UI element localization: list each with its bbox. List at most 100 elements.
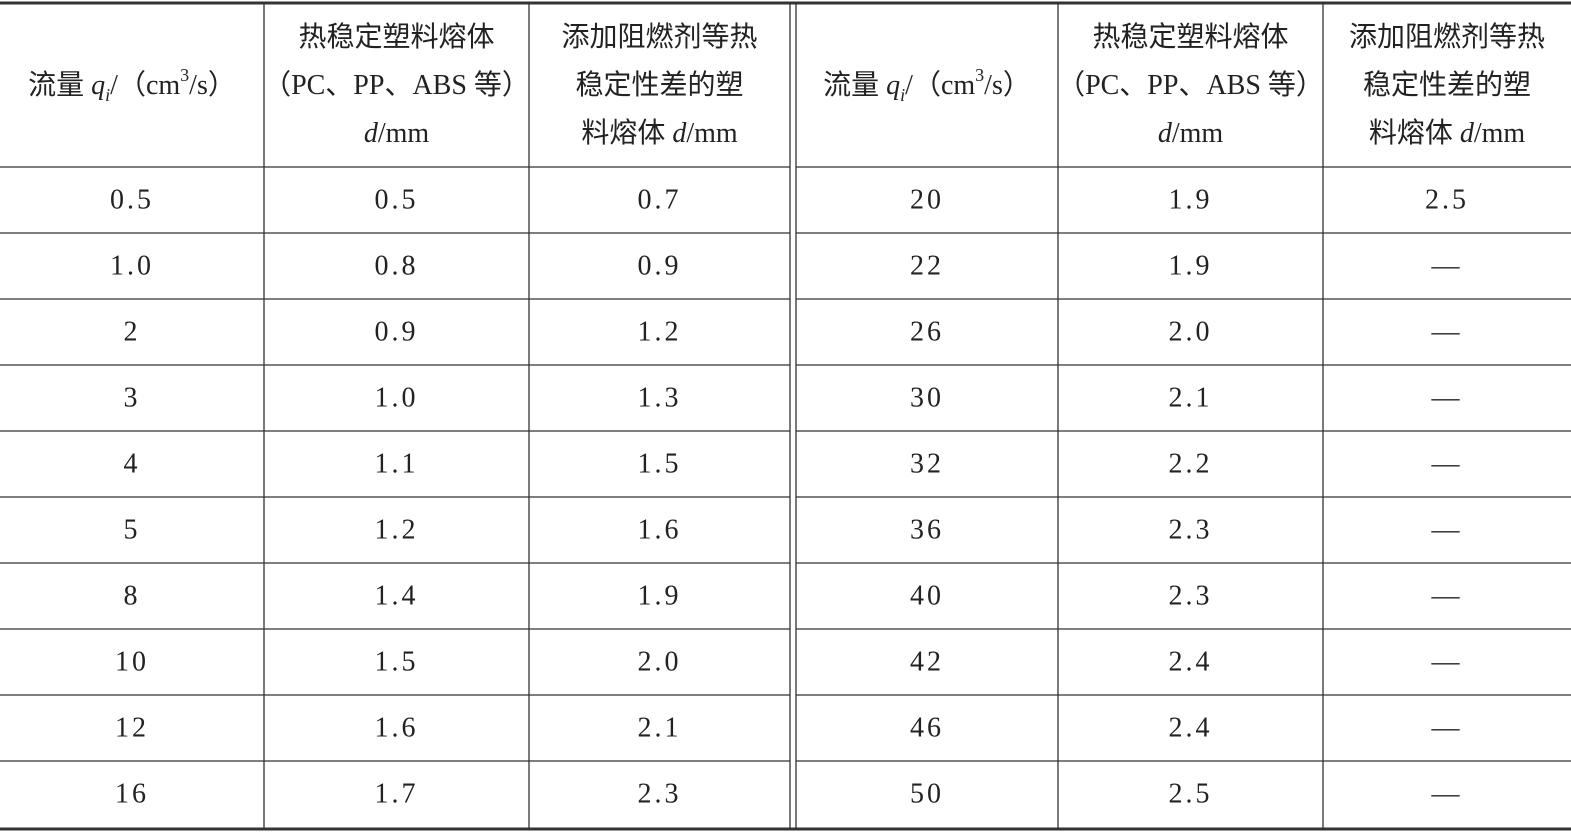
cell: 0.5 — [375, 185, 419, 216]
cell: 8 — [124, 581, 141, 612]
cell: 50 — [910, 779, 944, 810]
header-part: （PC、PP、ABS 等） — [263, 69, 530, 101]
cell: 2.1 — [638, 713, 682, 744]
header-part: q — [91, 70, 105, 101]
header-part: 流量 — [28, 69, 91, 101]
cell: 1.0 — [375, 383, 419, 414]
cell: 2.0 — [638, 647, 682, 678]
cell: 1.2 — [638, 317, 682, 348]
cell: — — [1431, 515, 1463, 546]
cell: 1.9 — [1169, 185, 1213, 216]
cell: 2.5 — [1425, 185, 1469, 216]
cell: 10 — [115, 647, 149, 678]
header-part: 料熔体 — [581, 117, 672, 149]
header-part: q — [886, 70, 900, 101]
header-part: （PC、PP、ABS 等） — [1057, 69, 1324, 101]
header-text: 添加阻燃剂等热 — [1349, 21, 1545, 53]
header-text: 稳定性差的塑 — [1363, 69, 1531, 101]
cell: 26 — [910, 317, 944, 348]
cell: — — [1431, 779, 1463, 810]
header-part: i — [105, 85, 110, 105]
cell: 1.5 — [375, 647, 419, 678]
cell: 2.0 — [1169, 317, 1213, 348]
cell: 36 — [910, 515, 944, 546]
header-part: 流量 — [823, 69, 886, 101]
cell: 32 — [910, 449, 944, 480]
cell: 2.3 — [1169, 581, 1213, 612]
header-part: /（cm — [905, 69, 975, 101]
header-part: 添加阻燃剂等热 — [1349, 21, 1545, 53]
header-part: i — [900, 85, 905, 105]
cell: — — [1431, 383, 1463, 414]
header-part: 3 — [180, 65, 189, 85]
header-part: 添加阻燃剂等热 — [561, 21, 757, 53]
cell: 1.7 — [375, 779, 419, 810]
cell: 2.2 — [1169, 449, 1213, 480]
cell: — — [1431, 251, 1463, 282]
header-part: 热稳定塑料熔体 — [298, 21, 494, 53]
cell: 1.2 — [375, 515, 419, 546]
header-text: （PC、PP、ABS 等） — [263, 69, 530, 101]
cell: 2.3 — [638, 779, 682, 810]
cell: 12 — [115, 713, 149, 744]
header-part: /（cm — [110, 69, 180, 101]
cell: 5 — [124, 515, 141, 546]
cell: 1.6 — [375, 713, 419, 744]
cell: 0.5 — [110, 185, 154, 216]
header-text: 添加阻燃剂等热 — [561, 21, 757, 53]
cell: 22 — [910, 251, 944, 282]
header-text: 流量 qi/（cm3/s） — [28, 65, 236, 105]
cell: 1.5 — [638, 449, 682, 480]
cell: 1.4 — [375, 581, 419, 612]
cell: 0.8 — [375, 251, 419, 282]
header-text: d/mm — [1158, 118, 1224, 149]
header-text: 热稳定塑料熔体 — [298, 21, 494, 53]
header-part: 热稳定塑料熔体 — [1092, 21, 1288, 53]
header-text: 流量 qi/（cm3/s） — [823, 65, 1031, 105]
header-part: /s） — [984, 69, 1031, 101]
cell: — — [1431, 581, 1463, 612]
cell: 1.0 — [110, 251, 154, 282]
header-part: d — [1158, 118, 1173, 149]
header-text: d/mm — [364, 118, 430, 149]
cell: — — [1431, 713, 1463, 744]
header-text: 料熔体 d/mm — [1369, 117, 1526, 149]
cell: 0.7 — [638, 185, 682, 216]
header-text: （PC、PP、ABS 等） — [1057, 69, 1324, 101]
cell: 1.3 — [638, 383, 682, 414]
cell: 2.3 — [1169, 515, 1213, 546]
header-text: 料熔体 d/mm — [581, 117, 738, 149]
header-part: 3 — [975, 65, 984, 85]
cell: — — [1431, 449, 1463, 480]
cell: 40 — [910, 581, 944, 612]
cell: 1.9 — [638, 581, 682, 612]
cell: 2.4 — [1169, 647, 1213, 678]
header-part: d — [672, 118, 687, 149]
header-part: /mm — [686, 118, 738, 149]
header-part: /mm — [1172, 118, 1224, 149]
cell: 0.9 — [638, 251, 682, 282]
cell: 16 — [115, 779, 149, 810]
cell: 2 — [124, 317, 141, 348]
header-text: 热稳定塑料熔体 — [1092, 21, 1288, 53]
cell: — — [1431, 317, 1463, 348]
cell: — — [1431, 647, 1463, 678]
cell: 20 — [910, 185, 944, 216]
cell: 3 — [124, 383, 141, 414]
header-part: /mm — [378, 118, 430, 149]
header-part: /mm — [1474, 118, 1526, 149]
cell: 30 — [910, 383, 944, 414]
header-part: 稳定性差的塑 — [1363, 69, 1531, 101]
cell: 42 — [910, 647, 944, 678]
header-part: d — [364, 118, 379, 149]
cell: 2.4 — [1169, 713, 1213, 744]
cell: 1.6 — [638, 515, 682, 546]
header-part: d — [1460, 118, 1475, 149]
header-part: 稳定性差的塑 — [575, 69, 743, 101]
cell: 2.1 — [1169, 383, 1213, 414]
header-text: 稳定性差的塑 — [575, 69, 743, 101]
cell: 1.1 — [375, 449, 419, 480]
cell: 4 — [124, 449, 141, 480]
cell: 46 — [910, 713, 944, 744]
